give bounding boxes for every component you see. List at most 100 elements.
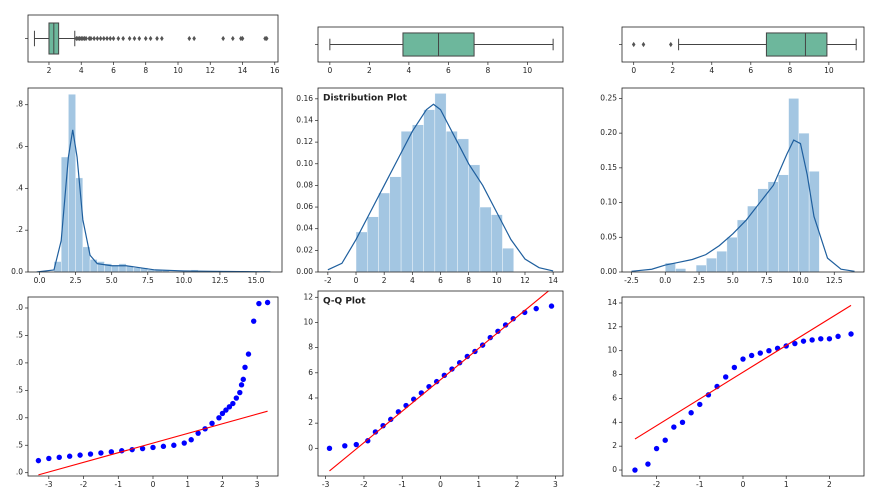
y-tick-label: 10 (303, 317, 313, 326)
x-tick-label: 2 (670, 66, 675, 75)
point (87, 451, 94, 457)
outlier (221, 35, 225, 42)
x-tick-label: 0.0 (659, 276, 671, 285)
outlier (137, 35, 142, 42)
point (181, 440, 187, 446)
y-tick-label: 0.0 (11, 267, 23, 276)
y-tick-label: 0.04 (296, 224, 313, 233)
x-tick-label: -1 (398, 480, 406, 489)
bar (778, 174, 789, 272)
point (353, 441, 359, 448)
x-tick-label: 1 (784, 480, 789, 489)
x-tick-label: 16 (270, 66, 280, 75)
point (365, 438, 371, 444)
bar (468, 164, 481, 272)
y-tick-label: .0 (16, 303, 23, 312)
x-tick-label: 4 (406, 66, 411, 75)
outlier (116, 35, 121, 42)
point (35, 457, 42, 464)
y-tick-label: 4 (308, 393, 313, 402)
x-tick-label: -3 (322, 480, 330, 489)
bar (490, 214, 503, 272)
point (245, 351, 252, 357)
x-tick-label: -2 (80, 480, 88, 489)
outlier (160, 35, 164, 42)
y-tick-label: 10 (607, 346, 617, 355)
bar (695, 264, 707, 272)
axes-frame (27, 87, 283, 273)
x-tick-label: 12 (520, 276, 530, 285)
point (242, 364, 248, 370)
point (495, 328, 501, 334)
x-tick-label: -2 (653, 480, 661, 489)
y-tick-label: .0 (16, 468, 23, 477)
x-tick-label: 10 (824, 66, 834, 75)
y-tick-label: .2 (16, 225, 23, 234)
y-tick-label: 0.15 (600, 163, 617, 172)
x-tick-label: 8 (143, 66, 148, 75)
subplot: -2 0 2 4 6 8 10 12 14 0.00 0.02 0.04 0.06 0.08 0.10 0.1… (296, 87, 564, 285)
y-tick-label: 0.06 (296, 202, 313, 211)
point (662, 437, 668, 443)
x-tick-label: 2 (47, 66, 52, 75)
x-tick-label: 5.0 (106, 276, 118, 285)
point (679, 419, 686, 425)
x-tick-label: -2 (324, 276, 332, 285)
x-tick-label: 2 (515, 480, 520, 489)
box (765, 32, 828, 57)
point (835, 333, 841, 340)
point (487, 334, 493, 341)
point (671, 424, 677, 430)
point (632, 467, 638, 473)
point (219, 410, 226, 417)
x-tick-label: 5.0 (727, 276, 739, 285)
point (848, 331, 854, 337)
y-tick-label: .5 (16, 440, 23, 449)
point (388, 416, 394, 423)
axes-frame (621, 87, 865, 273)
y-tick-label: 4 (612, 417, 617, 426)
x-tick-label: 0 (354, 276, 359, 285)
fit-line (634, 304, 852, 440)
y-tick-label: 0.02 (296, 245, 313, 254)
axes-frame (317, 87, 564, 273)
plot-area (631, 32, 857, 57)
outlier (631, 41, 636, 48)
point (502, 322, 509, 328)
x-tick-label: 7.5 (142, 276, 154, 285)
y-tick-label: 0 (308, 443, 313, 452)
bar (97, 261, 105, 272)
axes-frame (27, 296, 279, 477)
x-tick-label: 0 (151, 480, 156, 489)
y-tick-label: 0.25 (600, 93, 617, 102)
bar (706, 257, 717, 272)
x-tick-label: 1 (476, 480, 481, 489)
x-tick-label: 2.5 (70, 276, 82, 285)
point (238, 382, 245, 388)
point (653, 445, 660, 452)
bar (89, 259, 98, 272)
outlier (155, 35, 159, 42)
outlier (148, 35, 153, 42)
kde-line (631, 139, 855, 272)
point (216, 415, 222, 421)
y-tick-label: 2 (612, 441, 617, 450)
x-tick-label: 10 (173, 66, 183, 75)
point (171, 442, 177, 448)
outlier (143, 35, 148, 42)
outlier (92, 35, 96, 42)
x-tick-label: 1 (185, 480, 190, 489)
y-tick-label: 8 (308, 343, 313, 352)
point (740, 356, 746, 362)
x-tick-label: 6 (748, 66, 753, 75)
kde-line (36, 129, 271, 272)
point (226, 404, 233, 410)
outlier (231, 35, 235, 42)
y-tick-label: 0.12 (296, 137, 313, 146)
fit-line (38, 410, 268, 476)
plot-area (33, 22, 269, 55)
point (195, 430, 201, 436)
point (237, 389, 243, 396)
point (464, 353, 470, 360)
